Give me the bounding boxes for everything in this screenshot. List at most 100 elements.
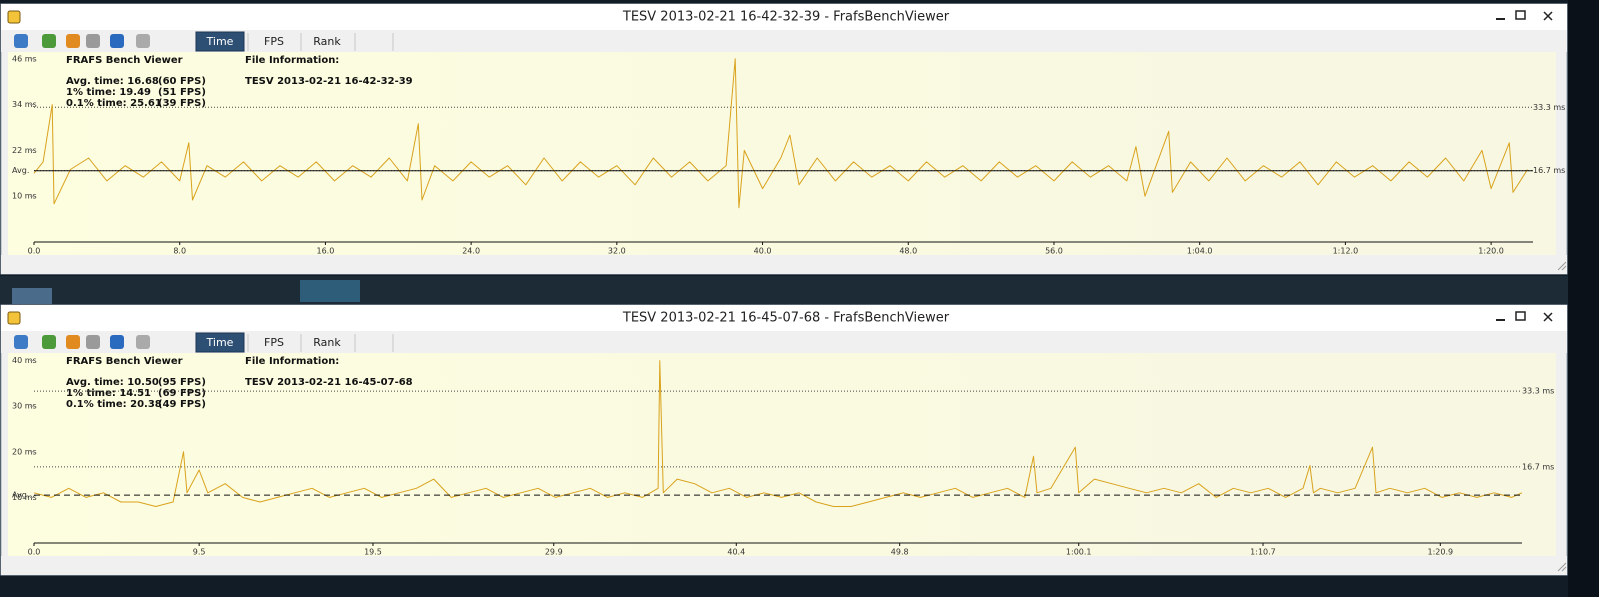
maximize-button[interactable] [1515, 10, 1526, 20]
y-tick-label: 34 ms [12, 100, 37, 109]
stat-fps: (69 FPS) [158, 388, 206, 399]
reference-label: 33.3 ms [1533, 103, 1565, 112]
window-title: TESV 2013-02-21 16-45-07-68 - FrafsBench… [622, 311, 950, 326]
x-tick-label: 19.5 [364, 548, 382, 557]
toolbar-icon[interactable] [14, 34, 28, 48]
toolbar-icon[interactable] [14, 335, 28, 349]
x-tick-label: 0.0 [28, 247, 41, 256]
y-tick-label: 22 ms [12, 146, 37, 155]
toolbar-button-label: FPS [264, 336, 284, 349]
reference-label: 16.7 ms [1522, 462, 1554, 471]
x-tick-label: 56.0 [1045, 247, 1063, 256]
x-tick-label: 49.8 [891, 548, 909, 557]
x-tick-label: 1:20.0 [1478, 247, 1504, 256]
app-icon [7, 311, 21, 325]
frame-time-line [33, 58, 1528, 209]
maximize-button[interactable] [1515, 311, 1526, 321]
toolbar-icon[interactable] [86, 335, 100, 349]
desktop-strip [0, 276, 1568, 304]
toolbar-button[interactable] [195, 31, 245, 52]
x-tick-label: 9.5 [193, 548, 206, 557]
stat-fps: (60 FPS) [158, 76, 206, 87]
title-bar [1, 305, 1567, 331]
y-tick-label: 40 ms [12, 356, 37, 365]
stat-fps: (51 FPS) [158, 87, 206, 98]
x-tick-label: 29.9 [545, 548, 563, 557]
app-name: FRAFS Bench Viewer [66, 356, 183, 367]
y-tick-label: 10 ms [12, 192, 37, 201]
toolbar-icon[interactable] [42, 335, 56, 349]
toolbar-icon[interactable] [42, 34, 56, 48]
window-title: TESV 2013-02-21 16-42-32-39 - FrafsBench… [622, 10, 950, 25]
x-tick-label: 1:20.9 [1427, 548, 1453, 557]
chart-area [8, 353, 1556, 556]
toolbar-icon[interactable] [66, 34, 80, 48]
stat-label: 0.1% time: 20.38 [66, 399, 162, 410]
app-icon [7, 10, 21, 24]
x-tick-label: 16.0 [317, 247, 335, 256]
toolbar-icon[interactable] [66, 335, 80, 349]
toolbar-button-label: Rank [313, 336, 341, 349]
frame-time-line [33, 360, 1523, 507]
title-bar [1, 4, 1567, 30]
reference-label: 33.3 ms [1522, 387, 1554, 396]
toolbar-button-label: FPS [264, 35, 284, 48]
x-tick-label: 1:04.0 [1187, 247, 1213, 256]
stat-fps: (49 FPS) [158, 399, 206, 410]
stat-label: 1% time: 14.51 [66, 388, 151, 399]
stat-label: Avg. time: 10.50 [66, 377, 159, 388]
toolbar-icon[interactable] [110, 335, 124, 349]
x-tick-label: 40.0 [754, 247, 772, 256]
app-name: FRAFS Bench Viewer [66, 55, 183, 66]
minimize-button[interactable] [1496, 319, 1505, 321]
x-tick-label: 24.0 [462, 247, 480, 256]
minimize-button[interactable] [1496, 18, 1505, 20]
close-button[interactable] [1543, 312, 1553, 322]
toolbar-button-label: Rank [313, 35, 341, 48]
x-tick-label: 48.0 [899, 247, 917, 256]
reference-label: 16.7 ms [1533, 166, 1565, 175]
toolbar-icon[interactable] [136, 34, 150, 48]
average-label: Avg. [12, 166, 29, 175]
stat-fps: (39 FPS) [158, 98, 206, 109]
file-info-label: File Information: [245, 356, 339, 367]
x-tick-label: 40.4 [727, 548, 745, 557]
y-tick-label: 30 ms [12, 402, 37, 411]
toolbar-button-label: Time [206, 35, 234, 48]
x-tick-label: 1:10.7 [1250, 548, 1276, 557]
y-tick-label: 20 ms [12, 447, 37, 456]
y-tick-label: 10 ms [12, 493, 37, 502]
status-bar [1, 556, 1567, 575]
desktop-edge [1568, 0, 1599, 597]
window: TESV 2013-02-21 16-42-32-39 - FrafsBench… [0, 3, 1568, 275]
file-name: TESV 2013-02-21 16-42-32-39 [245, 76, 413, 87]
x-tick-label: 8.0 [173, 247, 186, 256]
stat-label: 1% time: 19.49 [66, 87, 151, 98]
toolbar-icon[interactable] [136, 335, 150, 349]
resize-grip [1557, 261, 1567, 271]
toolbar-icon[interactable] [86, 34, 100, 48]
toolbar-button[interactable] [195, 332, 245, 353]
file-name: TESV 2013-02-21 16-45-07-68 [245, 377, 413, 388]
x-tick-label: 1:12.0 [1333, 247, 1359, 256]
resize-grip [1557, 562, 1567, 572]
stat-label: 0.1% time: 25.61 [66, 98, 162, 109]
x-tick-label: 0.0 [28, 548, 41, 557]
x-tick-label: 1:00.1 [1066, 548, 1092, 557]
desktop-wallpaper [300, 280, 360, 302]
x-tick-label: 32.0 [608, 247, 626, 256]
stat-label: Avg. time: 16.68 [66, 76, 159, 87]
toolbar-button-label: Time [206, 336, 234, 349]
desktop-icon [12, 288, 52, 304]
window: TESV 2013-02-21 16-45-07-68 - FrafsBench… [0, 304, 1568, 576]
chart-area [8, 52, 1556, 255]
y-tick-label: 46 ms [12, 54, 37, 63]
average-label: Avg. [12, 491, 29, 500]
file-info-label: File Information: [245, 55, 339, 66]
close-button[interactable] [1543, 11, 1553, 21]
toolbar-icon[interactable] [110, 34, 124, 48]
stat-fps: (95 FPS) [158, 377, 206, 388]
status-bar [1, 255, 1567, 274]
